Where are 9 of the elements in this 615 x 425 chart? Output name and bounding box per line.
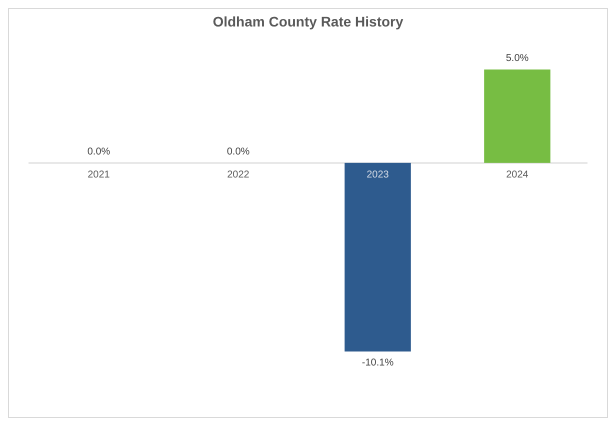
x-tick-label: 2024 <box>506 170 529 181</box>
data-label: 0.0% <box>226 146 250 158</box>
chart-title: Oldham County Rate History <box>212 13 404 30</box>
x-tick-label: 2022 <box>227 170 250 181</box>
data-label: 0.0% <box>87 146 110 158</box>
data-label: 5.0% <box>506 53 529 64</box>
x-tick-label: 2021 <box>88 170 110 181</box>
x-tick-label: 2023 <box>366 170 390 181</box>
data-label: -10.1% <box>362 357 394 368</box>
